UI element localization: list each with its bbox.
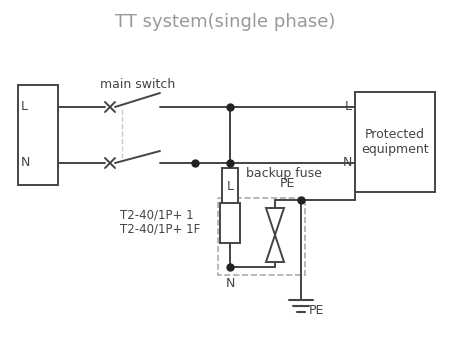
Polygon shape: [266, 208, 284, 235]
Text: N: N: [342, 156, 352, 169]
Bar: [220, 203, 240, 243]
Text: T2-40/1P+ 1
T2-40/1P+ 1F: T2-40/1P+ 1 T2-40/1P+ 1F: [120, 208, 200, 236]
Polygon shape: [266, 235, 284, 262]
Text: N: N: [225, 277, 235, 290]
Bar: [218, 198, 305, 275]
Text: PE: PE: [280, 177, 295, 190]
Text: L: L: [345, 100, 352, 113]
Text: L: L: [226, 180, 234, 193]
Text: Protected
equipment: Protected equipment: [361, 128, 429, 156]
Bar: [355, 92, 435, 192]
Text: backup fuse: backup fuse: [246, 167, 322, 180]
Text: N: N: [21, 156, 31, 169]
Bar: [18, 85, 58, 185]
Text: main switch: main switch: [100, 78, 175, 91]
Text: L: L: [21, 100, 28, 113]
Bar: [222, 168, 238, 205]
Text: PE: PE: [309, 303, 324, 316]
Text: TT system(single phase): TT system(single phase): [115, 13, 335, 31]
